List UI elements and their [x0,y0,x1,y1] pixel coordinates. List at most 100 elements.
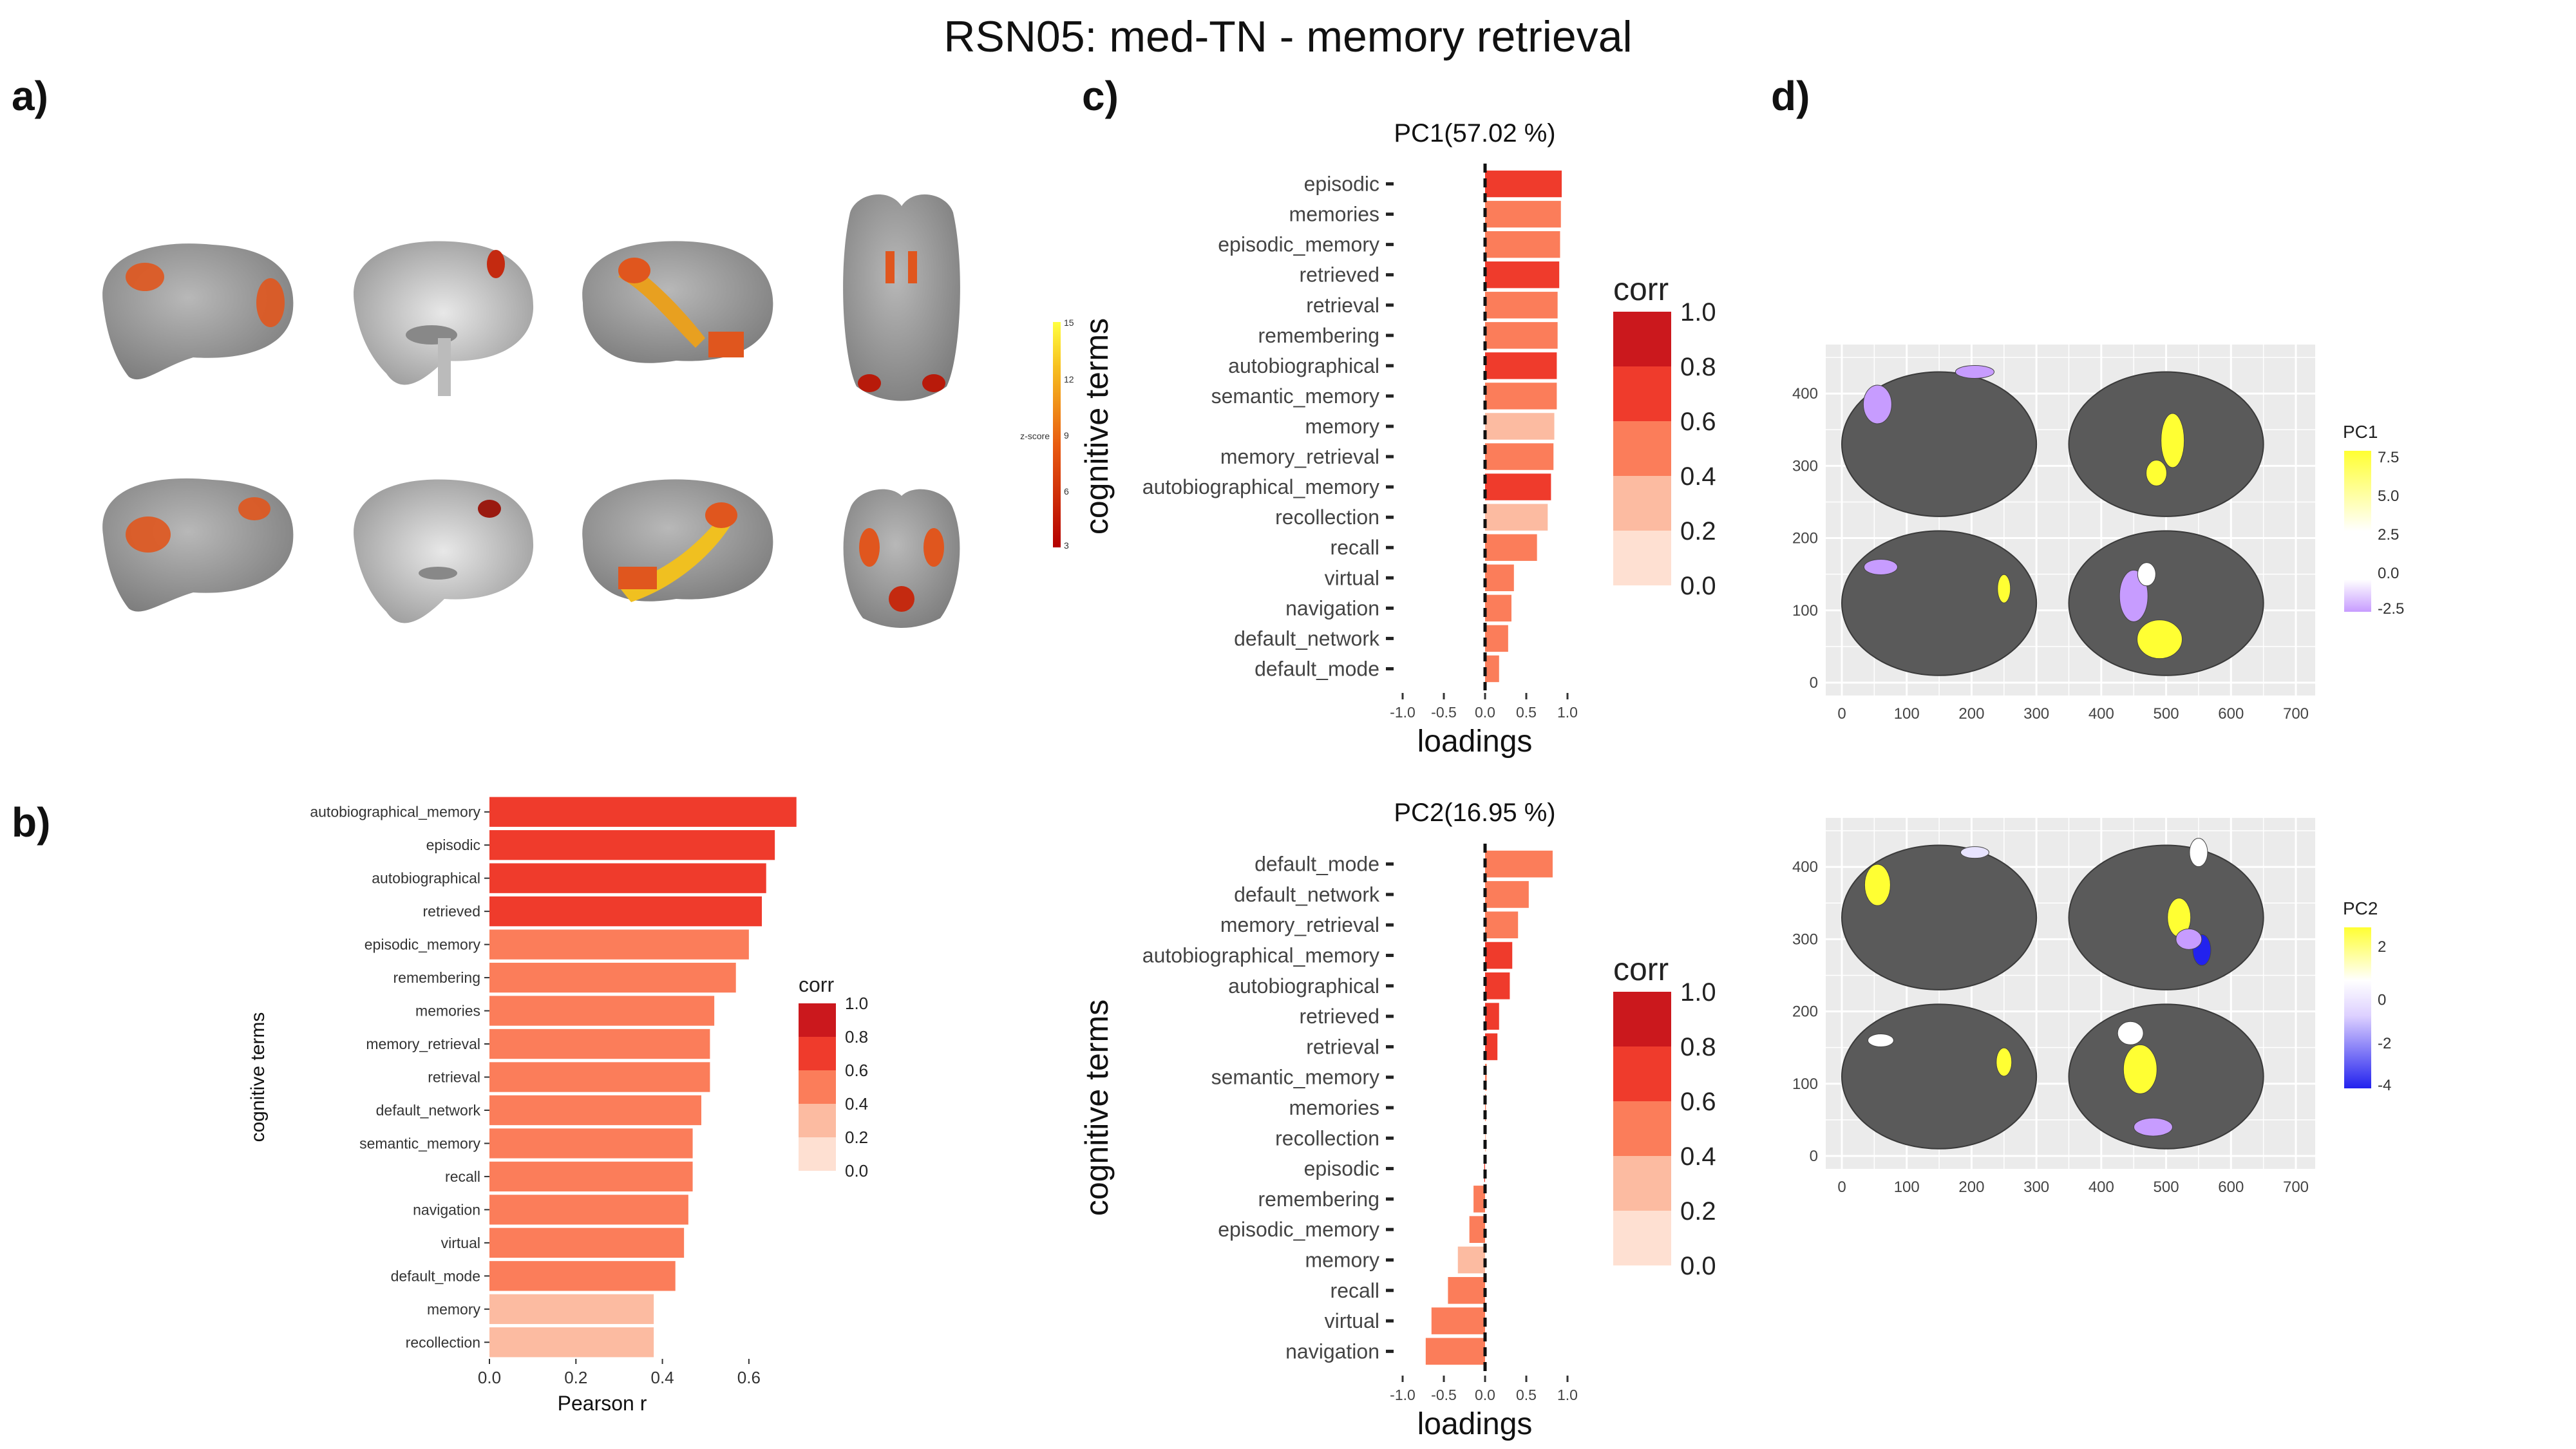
bar [1448,1276,1485,1304]
legend-swatch [1613,1156,1671,1211]
y-tick-label: retrieved [1300,263,1380,287]
y-tick-label: remembering [393,969,481,986]
x-tick-label: 1.0 [1557,704,1578,721]
bar [489,1294,654,1324]
legend-label: 0 [2378,992,2386,1009]
x-tick-label: 0.0 [1475,704,1495,721]
y-tick-label: memory_retrieval [366,1036,480,1052]
bar [1484,1155,1485,1182]
bar [489,1327,654,1358]
y-tick-label: autobiographical_memory [1142,944,1379,967]
region-patch [1960,846,1989,859]
bar [1485,504,1548,531]
y-tick-label: semantic_memory [359,1135,480,1151]
legend-label: -4 [2378,1077,2391,1094]
legend-swatch [1613,476,1671,531]
bar [1485,1033,1498,1061]
y-tick-label: default_network [1234,627,1380,650]
bar [1485,231,1560,258]
x-tick-label: 500 [2154,1179,2179,1196]
region-patch [2137,562,2156,587]
bar [1485,413,1555,440]
legend-label: 0.4 [1680,462,1716,491]
x-tick-label: 200 [1958,1179,1984,1196]
legend-swatch [799,1003,836,1037]
y-tick-label: remembering [1258,1188,1379,1211]
y-tick-label: virtual [1325,566,1379,589]
bar [1485,942,1513,969]
region-patch [1955,365,1994,379]
region-patch [2133,1117,2173,1137]
legend-title: PC1 [2343,422,2378,442]
legend-title: corr [799,973,834,996]
y-tick-label: 400 [1792,385,1818,402]
y-tick-label: retrieved [1300,1005,1380,1028]
legend-label: 0.6 [1680,1088,1716,1116]
legend-swatch [1613,312,1671,366]
x-tick-label: 100 [1894,1179,1920,1196]
y-tick-label: episodic_memory [1218,233,1379,256]
legend-label: 7.5 [2378,449,2399,466]
y-tick-label: 0 [1810,1148,1818,1165]
y-tick-label: memories [1289,203,1379,226]
legend-label: 0.0 [1680,1252,1716,1280]
legend-label: 0.0 [1680,572,1716,600]
y-tick-label: recollection [406,1334,480,1350]
x-tick-label: -1.0 [1390,704,1416,721]
legend-colorbar [2344,451,2371,612]
legend-label: 0.4 [845,1094,868,1113]
y-tick-label: semantic_memory [1211,384,1379,408]
zscore-tick: 15 [1064,317,1074,328]
zscore-tick: 12 [1064,374,1074,384]
x-tick-label: 0.5 [1516,704,1537,721]
y-tick-label: 100 [1792,1075,1818,1093]
panel-label-a: a) [12,73,48,119]
x-axis-label: loadings [1417,724,1533,759]
x-tick-label: 0.2 [564,1368,587,1387]
legend-swatch [1613,421,1671,476]
x-tick-label: -0.5 [1431,1387,1457,1403]
x-tick-label: 400 [2088,705,2114,723]
y-tick-label: navigation [1285,1340,1379,1363]
x-axis-label: Pearson r [558,1392,647,1415]
region-patch [1997,574,2011,603]
region-patch [2145,460,2167,487]
y-tick-label: 200 [1792,1003,1818,1021]
legend-swatch [799,1137,836,1171]
bar [1485,655,1499,683]
panel-label-b: b) [12,799,51,846]
legend-title: PC2 [2343,898,2378,918]
brain-sagittal-slice-bottom [354,479,534,623]
x-tick-label: 0.6 [737,1368,761,1387]
y-tick-label: default_mode [1255,853,1379,876]
legend-swatch [799,1104,836,1137]
region-patch [2189,838,2208,867]
legend-label: 1.0 [1680,298,1716,327]
bar [1473,1186,1485,1213]
zscore-colorbar [1053,322,1061,547]
bar [489,863,766,893]
bar [1485,352,1557,379]
x-tick-label: 1.0 [1557,1387,1578,1403]
brain-axial-top [843,194,960,401]
legend-label: -2.5 [2378,600,2404,618]
y-tick-label: remembering [1258,324,1379,347]
legend-label: 5.0 [2378,488,2399,505]
surface-medial-left [2068,1003,2264,1150]
bar [1425,1338,1485,1365]
legend-title: corr [1613,951,1669,987]
bar [489,929,749,960]
y-tick-label: retrieved [423,903,480,920]
y-tick-label: autobiographical [1228,974,1379,998]
y-tick-label: navigation [413,1201,480,1218]
x-tick-label: -1.0 [1390,1387,1416,1403]
bar [489,1227,685,1258]
legend-label: 2.5 [2378,526,2399,544]
bar [489,896,762,927]
region-patch [2161,413,2185,468]
panel-label-c: c) [1082,73,1119,119]
bar [1485,850,1553,878]
